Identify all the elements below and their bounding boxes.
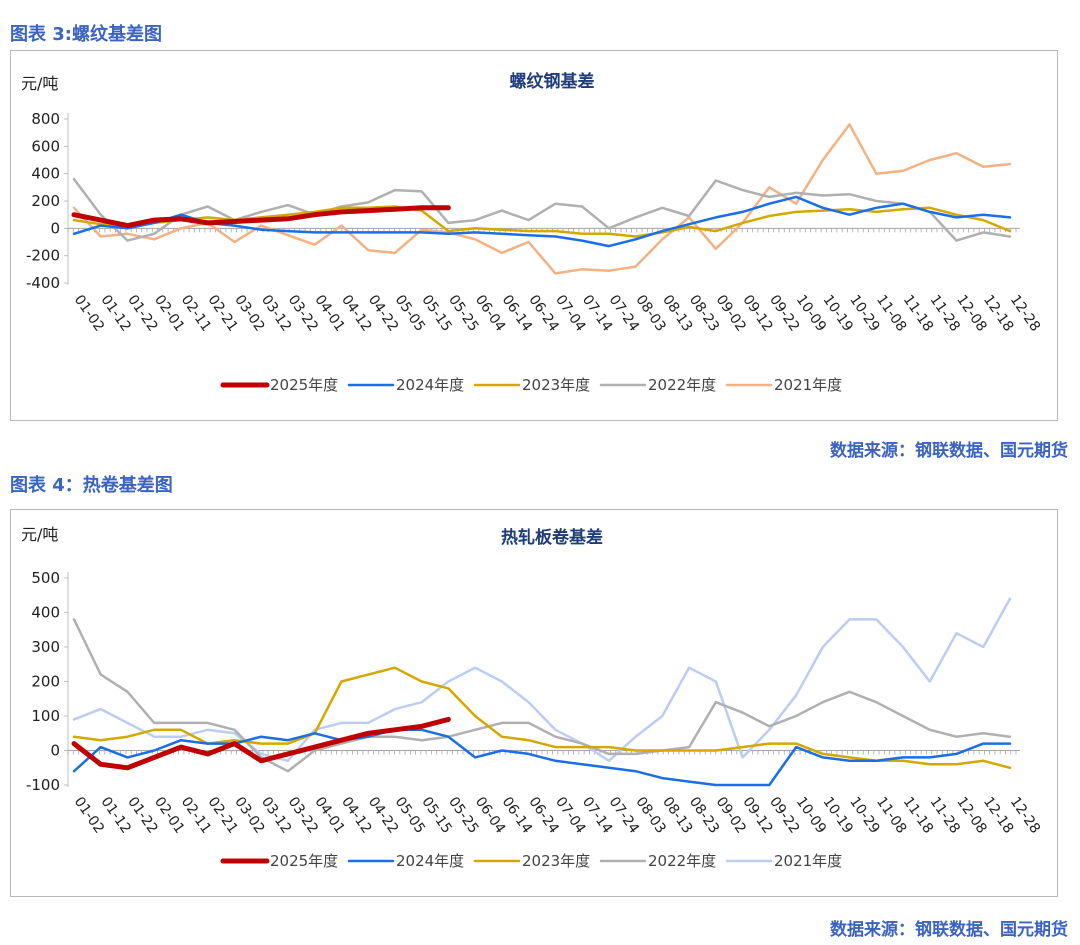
series-line-2023年度 bbox=[72, 666, 1012, 770]
y-tick-label: 0 bbox=[50, 219, 60, 237]
y-tick-label: 500 bbox=[31, 569, 60, 587]
legend-label: 2022年度 bbox=[648, 376, 716, 394]
hrc-chart-frame: 热轧板卷基差 元/吨 -100 0 100 200 300 400 500 01-02 01-12 0… bbox=[10, 509, 1058, 897]
rebar-chart-frame: 螺纹钢基差 元/吨 -400 -200 0 200 400 600 800 01-02 01-12 0… bbox=[10, 50, 1058, 421]
series-line-2025年度 bbox=[71, 205, 451, 229]
legend-label: 2024年度 bbox=[396, 852, 464, 870]
y-tick-label: 0 bbox=[50, 742, 60, 760]
y-tick-label: 400 bbox=[31, 165, 60, 183]
chart-title: 螺纹钢基差 bbox=[510, 71, 595, 92]
legend-label: 2021年度 bbox=[774, 852, 842, 870]
figure-4-caption: 图表 4：热卷基差图 bbox=[10, 475, 173, 496]
figure-4-source: 数据来源：钢联数据、国元期货 bbox=[830, 920, 1068, 940]
series-line-2022年度 bbox=[72, 618, 1012, 773]
y-tick-label: 100 bbox=[31, 707, 60, 725]
legend-label: 2022年度 bbox=[648, 852, 716, 870]
y-tick-label: -400 bbox=[26, 274, 60, 292]
y-tick-label: 200 bbox=[31, 673, 60, 691]
y-tick-label: 800 bbox=[31, 110, 60, 128]
series-line-2025年度 bbox=[71, 716, 451, 771]
series-line-2024年度 bbox=[72, 728, 1012, 787]
y-axis-unit-label: 元/吨 bbox=[21, 525, 58, 544]
y-tick-label: -100 bbox=[26, 776, 60, 794]
y-tick-label: 400 bbox=[31, 604, 60, 622]
legend-label: 2025年度 bbox=[270, 852, 338, 870]
legend-label: 2023年度 bbox=[522, 852, 590, 870]
y-tick-label: 200 bbox=[31, 192, 60, 210]
legend-label: 2024年度 bbox=[396, 376, 464, 394]
legend-label: 2025年度 bbox=[270, 376, 338, 394]
y-tick-label: 600 bbox=[31, 137, 60, 155]
y-tick-label: -200 bbox=[26, 247, 60, 265]
series-line-2021年度 bbox=[72, 123, 1012, 275]
figure-3-source: 数据来源：钢联数据、国元期货 bbox=[830, 441, 1068, 461]
rebar-basis-chart: 螺纹钢基差元/吨-400-200020040060080001-0201-120… bbox=[21, 71, 1043, 394]
series-line-2024年度 bbox=[72, 195, 1012, 248]
y-axis-unit-label: 元/吨 bbox=[21, 74, 58, 93]
y-tick-label: 300 bbox=[31, 638, 60, 656]
series-line-2021年度 bbox=[72, 597, 1012, 763]
legend-label: 2021年度 bbox=[774, 376, 842, 394]
series-line-2022年度 bbox=[72, 177, 1012, 242]
legend-label: 2023年度 bbox=[522, 376, 590, 394]
figure-3-caption: 图表 3:螺纹基差图 bbox=[10, 24, 162, 45]
hrc-basis-chart: 热轧板卷基差元/吨-100010020030040050001-0201-120… bbox=[21, 525, 1043, 870]
chart-title: 热轧板卷基差 bbox=[501, 527, 603, 548]
